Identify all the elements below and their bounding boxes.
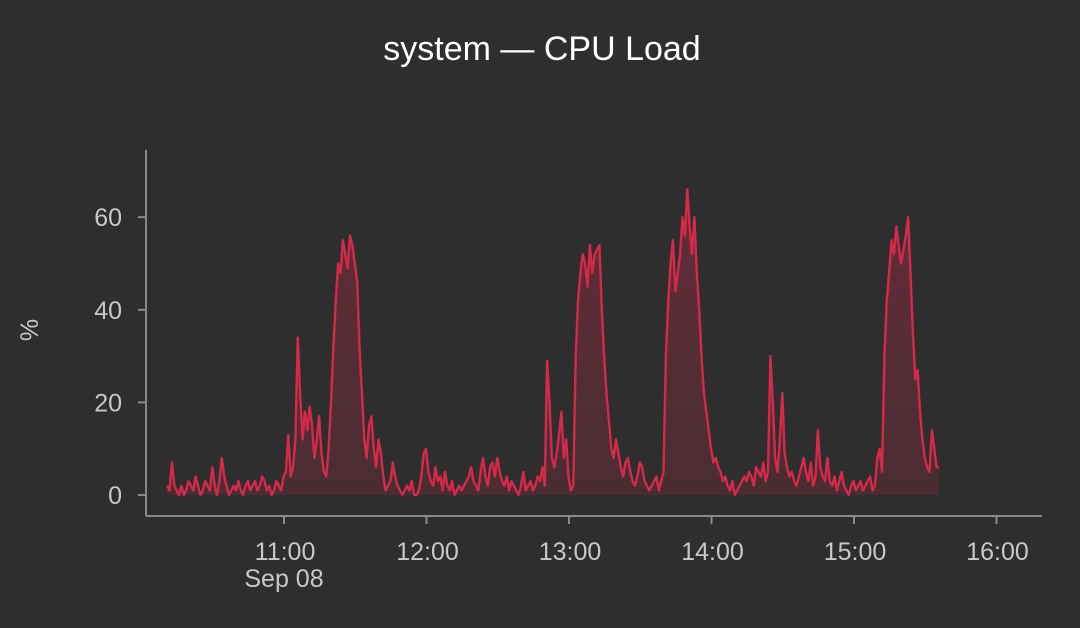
x-tick-label: 11:00	[255, 538, 316, 566]
x-tick-label: 16:00	[966, 538, 1029, 566]
x-date-label: Sep 08	[244, 565, 323, 593]
y-tick-label: 0	[108, 482, 122, 510]
y-tick-label: 60	[94, 204, 122, 232]
y-tick-label: 40	[94, 297, 122, 325]
series-group	[166, 188, 940, 497]
x-tick-label: 14:00	[681, 538, 744, 566]
y-axis-label: %	[16, 319, 44, 341]
x-tick-label: 12:00	[396, 538, 459, 566]
series-line	[166, 188, 939, 497]
y-tick-label: 20	[94, 389, 122, 417]
chart-title: system — CPU Load	[383, 30, 700, 68]
y-axis: 0 20 40 60	[94, 150, 147, 516]
x-tick-label: 15:00	[824, 538, 887, 566]
series-area	[167, 189, 940, 495]
x-tick-label: 13:00	[539, 538, 602, 566]
x-axis: 11:00 12:00 13:00 14:00 15:00 16:00 Sep 08	[146, 515, 1042, 593]
